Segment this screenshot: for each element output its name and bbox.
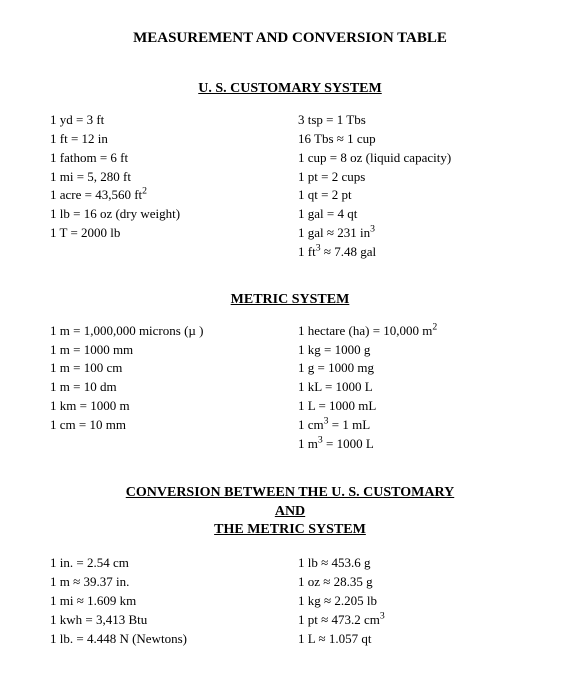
conversion-row: 1 lb. = 4.448 N (Newtons) (50, 630, 282, 649)
conversion-row: 1 ft = 12 in (50, 130, 282, 149)
conversion-row: 1 m = 1000 mm (50, 341, 282, 360)
conversion-row: 1 g = 1000 mg (298, 359, 530, 378)
conversion-row: 1 kg = 1000 g (298, 341, 530, 360)
conversion-row: 1 yd = 3 ft (50, 111, 282, 130)
conversion-row: 1 km = 1000 m (50, 397, 282, 416)
us-right-col: 3 tsp = 1 Tbs16 Tbs ≈ 1 cup1 cup = 8 oz … (290, 111, 530, 262)
conversion-row: 1 mi ≈ 1.609 km (50, 592, 282, 611)
conversion-row: 1 ft3 ≈ 7.48 gal (298, 243, 530, 262)
conversion-row: 1 L ≈ 1.057 qt (298, 630, 530, 649)
conversion-row: 1 cup = 8 oz (liquid capacity) (298, 149, 530, 168)
conversion-row: 1 gal = 4 qt (298, 205, 530, 224)
conversion-row: 1 fathom = 6 ft (50, 149, 282, 168)
conversion-row: 1 cm = 10 mm (50, 416, 282, 435)
metric-table: 1 m = 1,000,000 microns (µ )1 m = 1000 m… (50, 322, 530, 454)
us-left-col: 1 yd = 3 ft1 ft = 12 in1 fathom = 6 ft1 … (50, 111, 290, 262)
conversion-row: 1 m ≈ 39.37 in. (50, 573, 282, 592)
conversion-row: 3 tsp = 1 Tbs (298, 111, 530, 130)
conversion-row: 1 hectare (ha) = 10,000 m2 (298, 322, 530, 341)
conversion-row: 1 kg ≈ 2.205 lb (298, 592, 530, 611)
conversion-row: 1 acre = 43,560 ft2 (50, 186, 282, 205)
conversion-row: 1 pt = 2 cups (298, 168, 530, 187)
metric-right-col: 1 hectare (ha) = 10,000 m21 kg = 1000 g1… (290, 322, 530, 454)
conversion-row: 1 L = 1000 mL (298, 397, 530, 416)
conversion-row: 1 lb = 16 oz (dry weight) (50, 205, 282, 224)
conversion-row: 1 pt ≈ 473.2 cm3 (298, 611, 530, 630)
conv-left-col: 1 in. = 2.54 cm1 m ≈ 39.37 in.1 mi ≈ 1.6… (50, 554, 290, 648)
conversion-row: 1 m = 100 cm (50, 359, 282, 378)
conversion-row: 1 oz ≈ 28.35 g (298, 573, 530, 592)
conversion-row: 1 m = 10 dm (50, 378, 282, 397)
conversion-row: 1 qt = 2 pt (298, 186, 530, 205)
conversion-row: 1 T = 2000 lb (50, 224, 282, 243)
section-heading-metric: METRIC SYSTEM (50, 292, 530, 308)
conv-table: 1 in. = 2.54 cm1 m ≈ 39.37 in.1 mi ≈ 1.6… (50, 554, 530, 648)
conversion-row: 1 kwh = 3,413 Btu (50, 611, 282, 630)
conversion-row: 1 mi = 5, 280 ft (50, 168, 282, 187)
conversion-row: 1 m3 = 1000 L (298, 435, 530, 454)
section-heading-conv-3: THE METRIC SYSTEM (50, 521, 530, 540)
conversion-row: 1 kL = 1000 L (298, 378, 530, 397)
conversion-row: 1 in. = 2.54 cm (50, 554, 282, 573)
metric-left-col: 1 m = 1,000,000 microns (µ )1 m = 1000 m… (50, 322, 290, 454)
conversion-row: 1 gal ≈ 231 in3 (298, 224, 530, 243)
conv-right-col: 1 lb ≈ 453.6 g1 oz ≈ 28.35 g1 kg ≈ 2.205… (290, 554, 530, 648)
section-heading-conv-2: AND (50, 503, 530, 522)
conversion-row: 1 cm3 = 1 mL (298, 416, 530, 435)
section-heading-us: U. S. CUSTOMARY SYSTEM (50, 81, 530, 97)
conversion-row: 1 m = 1,000,000 microns (µ ) (50, 322, 282, 341)
section-heading-conv-block: CONVERSION BETWEEN THE U. S. CUSTOMARY A… (50, 484, 530, 541)
page: MEASUREMENT AND CONVERSION TABLE U. S. C… (0, 0, 580, 679)
section-heading-conv-1: CONVERSION BETWEEN THE U. S. CUSTOMARY (50, 484, 530, 503)
conversion-row: 1 lb ≈ 453.6 g (298, 554, 530, 573)
conversion-row: 16 Tbs ≈ 1 cup (298, 130, 530, 149)
main-title: MEASUREMENT AND CONVERSION TABLE (50, 30, 530, 47)
us-table: 1 yd = 3 ft1 ft = 12 in1 fathom = 6 ft1 … (50, 111, 530, 262)
